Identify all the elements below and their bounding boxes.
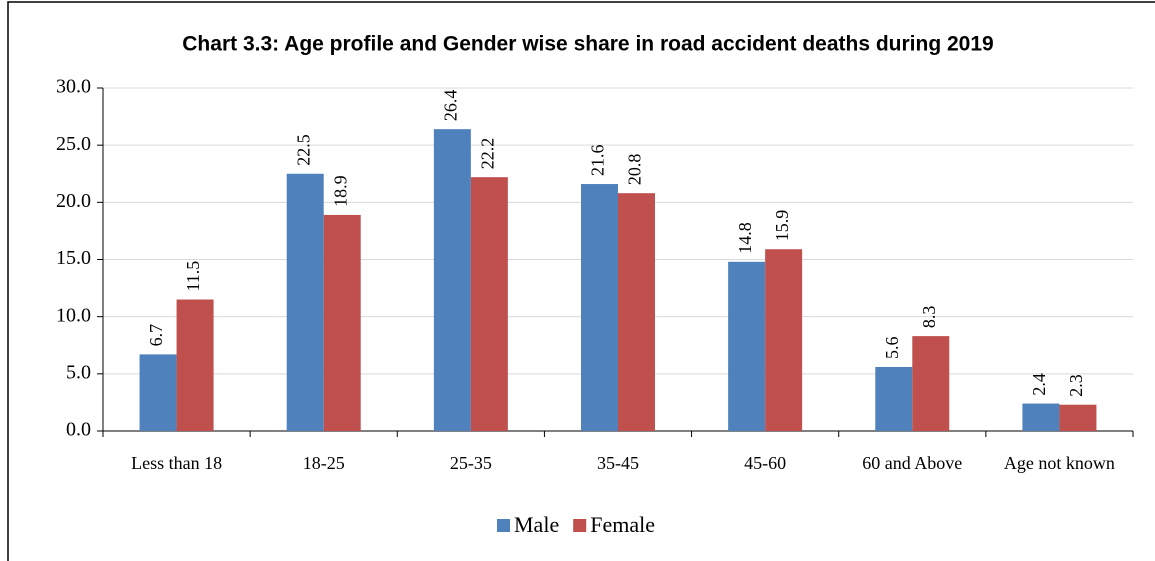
data-label: 2.4	[1029, 373, 1049, 396]
y-tick-label: 0.0	[66, 419, 91, 441]
bar	[765, 249, 803, 431]
bar	[1022, 403, 1060, 431]
data-label: 11.5	[183, 261, 203, 292]
data-label: 2.3	[1066, 374, 1086, 397]
bar	[581, 184, 618, 431]
y-tick-label: 30.0	[56, 76, 91, 98]
legend-label: Male	[514, 512, 559, 537]
legend-swatch	[497, 519, 510, 532]
y-tick-label: 15.0	[56, 247, 91, 269]
y-tick-label: 5.0	[66, 361, 91, 383]
data-label: 22.2	[477, 138, 497, 170]
x-tick-label: Age not known	[1004, 453, 1115, 473]
bar	[618, 193, 655, 431]
data-label: 26.4	[440, 90, 460, 122]
y-tick-label: 10.0	[56, 304, 91, 326]
data-label: 5.6	[882, 336, 902, 359]
frame	[7, 1, 1155, 561]
bar	[176, 299, 214, 431]
bar	[875, 366, 913, 431]
data-label: 8.3	[919, 306, 939, 329]
data-label: 15.9	[772, 210, 792, 242]
data-label: 18.9	[330, 175, 350, 207]
bar	[1059, 404, 1097, 431]
bar	[912, 336, 950, 431]
x-tick-label: 60 and Above	[862, 453, 962, 473]
bar	[323, 214, 361, 431]
x-tick-label: 25-35	[450, 453, 492, 473]
x-tick-label: 35-45	[597, 453, 639, 473]
x-tick-label: 45-60	[744, 453, 786, 473]
data-label: 14.8	[735, 222, 755, 254]
bar	[728, 261, 766, 431]
bar	[470, 177, 508, 431]
x-tick-label: 18-25	[303, 453, 345, 473]
legend-swatch	[573, 519, 587, 532]
y-tick-label: 25.0	[56, 133, 91, 155]
bar	[139, 354, 177, 431]
x-tick-label: Less than 18	[131, 453, 222, 473]
bar	[433, 129, 471, 431]
data-label: 22.5	[293, 134, 313, 166]
data-label: 6.7	[146, 324, 166, 347]
data-label: 20.8	[625, 154, 645, 186]
y-tick-label: 20.0	[56, 190, 91, 212]
legend-label: Female	[590, 512, 655, 537]
chart-title: Chart 3.3: Age profile and Gender wise s…	[182, 33, 993, 56]
data-label: 21.6	[588, 145, 608, 177]
bar	[286, 173, 324, 431]
